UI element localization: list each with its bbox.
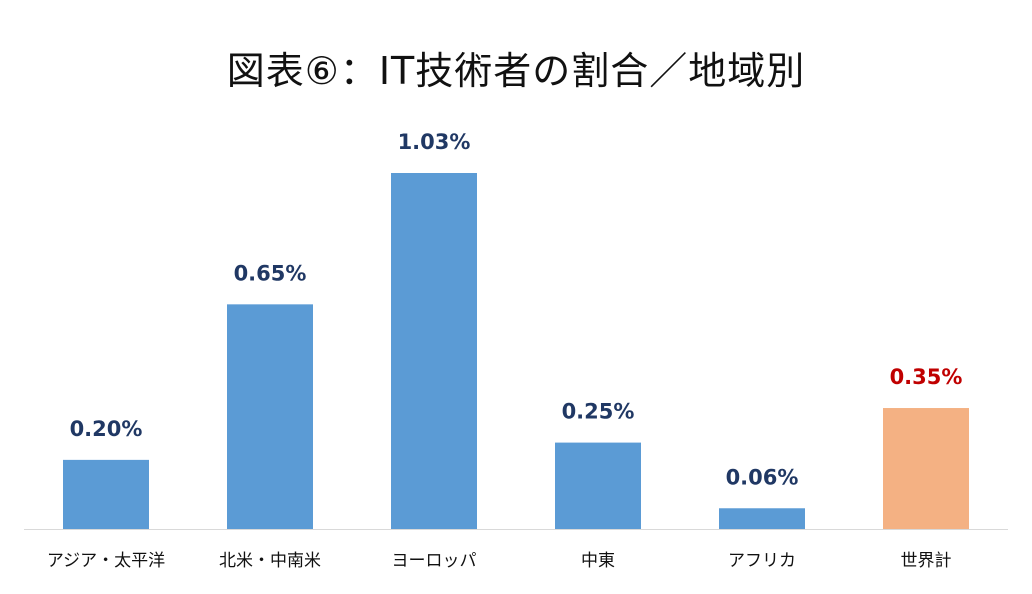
data-label-5: 0.35% <box>890 365 963 389</box>
bar-1 <box>227 304 313 529</box>
data-label-4: 0.06% <box>726 465 799 489</box>
bar-2 <box>391 173 477 529</box>
bar-4 <box>719 508 805 529</box>
category-label-1: 北米・中南米 <box>219 551 321 571</box>
bar-0 <box>63 459 149 529</box>
labels-layer: 0.20% 0.65% 1.03% 0.25% 0.06% 0.35% <box>70 130 963 489</box>
category-label-0: アジア・太平洋 <box>47 551 165 571</box>
data-label-0: 0.20% <box>70 417 143 441</box>
bars-layer <box>63 173 969 529</box>
bar-5 <box>883 408 969 529</box>
bar-3 <box>555 442 641 529</box>
data-label-1: 0.65% <box>234 261 307 285</box>
category-label-4: アフリカ <box>728 551 796 571</box>
category-label-5: 世界計 <box>901 551 952 571</box>
category-label-2: ヨーロッパ <box>392 551 477 571</box>
data-label-2: 1.03% <box>398 130 471 154</box>
data-label-3: 0.25% <box>562 400 635 424</box>
category-label-3: 中東 <box>581 551 615 571</box>
category-labels-layer: アジア・太平洋 北米・中南米 ヨーロッパ 中東 アフリカ 世界計 <box>47 551 952 571</box>
chart-title: 図表⑥：IT技術者の割合／地域別 <box>226 49 806 93</box>
